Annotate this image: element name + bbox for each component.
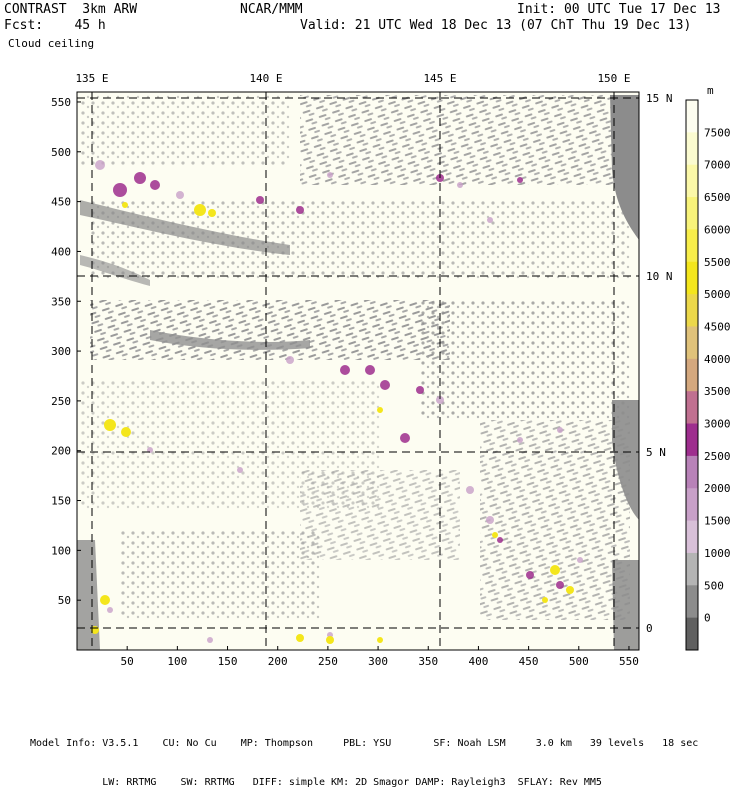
lat-label: 15 N <box>646 92 673 105</box>
x-tick-label: 400 <box>468 655 488 668</box>
x-tick-label: 250 <box>318 655 338 668</box>
colorbar-swatch <box>686 261 698 295</box>
colorbar-label: 1000 <box>704 547 731 560</box>
colorbar-swatch <box>686 294 698 327</box>
lat-label: 10 N <box>646 270 673 283</box>
colorbar-label: 4500 <box>704 320 731 333</box>
colorbar-label: 3000 <box>704 418 731 431</box>
colorbar-swatches <box>685 99 699 651</box>
model-info: Model Info: V3.5.1 CU: No Cu MP: Thompso… <box>30 711 698 802</box>
y-tick-label: 200 <box>51 445 71 458</box>
y-tick-label: 250 <box>51 395 71 408</box>
lat-label: 5 N <box>646 446 666 459</box>
x-tick-label: 150 <box>218 655 238 668</box>
colorbar-label: 6000 <box>704 223 731 236</box>
lat-lon-grid <box>77 92 639 650</box>
valid-time: Valid: 21 UTC Wed 18 Dec 13 (07 ChT Thu … <box>300 18 692 33</box>
colorbar-swatch <box>686 520 698 554</box>
x-tick-label: 300 <box>368 655 388 668</box>
y-tick-label: 300 <box>51 345 71 358</box>
colorbar-label: 1500 <box>704 515 731 528</box>
x-tick-label: 450 <box>519 655 539 668</box>
x-tick-label: 100 <box>167 655 187 668</box>
field-name: Cloud ceiling <box>8 37 95 50</box>
colorbar-label: 5500 <box>704 256 731 269</box>
colorbar-unit: m <box>707 84 714 97</box>
plot-frame <box>76 91 640 651</box>
colorbar-label: 7500 <box>704 126 731 139</box>
colorbar-frame <box>685 99 699 651</box>
colorbar-swatch <box>686 229 698 263</box>
colorbar-label: 2500 <box>704 450 731 463</box>
model-info-line: Model Info: V3.5.1 CU: No Cu MP: Thompso… <box>30 738 699 749</box>
colorbar-swatch <box>686 326 698 360</box>
x-axis: 50 100 150 200 250 300 350 400 450 500 5… <box>121 646 639 668</box>
colorbar-swatch <box>686 455 698 489</box>
colorbar-swatch <box>686 423 698 457</box>
lon-label: 150 E <box>597 72 630 85</box>
x-tick-label: 50 <box>121 655 134 668</box>
y-tick-label: 450 <box>51 196 71 209</box>
y-tick-label: 350 <box>51 295 71 308</box>
colorbar-swatch <box>686 552 698 586</box>
cloud-ceiling-map: 50 100 150 200 250 300 350 400 450 500 5… <box>51 72 731 668</box>
colorbar-swatch <box>686 488 698 522</box>
colorbar-swatch <box>686 358 698 392</box>
y-tick-label: 100 <box>51 544 71 557</box>
init-time: Init: 00 UTC Tue 17 Dec 13 <box>517 2 721 17</box>
y-tick-label: 550 <box>51 96 71 109</box>
colorbar-swatch <box>686 164 698 198</box>
colorbar-labels: 7500 7000 6500 6000 5500 5000 4500 4000 … <box>704 126 731 624</box>
cloud-field <box>77 95 639 650</box>
colorbar-swatch <box>686 197 698 230</box>
colorbar-swatch <box>686 391 698 425</box>
colorbar-label: 0 <box>704 612 711 625</box>
lon-label: 145 E <box>423 72 456 85</box>
lon-label: 140 E <box>249 72 282 85</box>
y-axis: 550 500 450 400 350 300 250 200 150 100 … <box>51 96 81 607</box>
colorbar-label: 4000 <box>704 353 731 366</box>
colorbar-swatch <box>686 100 698 133</box>
y-tick-label: 150 <box>51 495 71 508</box>
colorbar-label: 2000 <box>704 482 731 495</box>
colorbar-label: 5000 <box>704 288 731 301</box>
center-name: NCAR/MMM <box>240 2 303 17</box>
x-tick-label: 200 <box>268 655 288 668</box>
colorbar-swatch <box>686 617 698 651</box>
x-tick-label: 550 <box>619 655 639 668</box>
x-tick-label: 500 <box>569 655 589 668</box>
colorbar-label: 3500 <box>704 385 731 398</box>
colorbar-swatch <box>686 585 698 619</box>
colorbar-label: 6500 <box>704 191 731 204</box>
colorbar-swatch <box>686 132 698 166</box>
lon-label: 135 E <box>75 72 108 85</box>
x-tick-label: 350 <box>418 655 438 668</box>
latitude-labels: 15 N 10 N 5 N 0 <box>646 92 673 635</box>
model-info-line: LW: RRTMG SW: RRTMG DIFF: simple KM: 2D … <box>30 777 602 788</box>
colorbar: m 7500 7000 6500 6000 5500 5000 4500 400… <box>685 84 731 651</box>
colorbar-label: 7000 <box>704 159 731 172</box>
lat-label: 0 <box>646 622 653 635</box>
y-tick-label: 500 <box>51 146 71 159</box>
forecast-hour: Fcst: 45 h <box>4 18 106 33</box>
y-tick-label: 50 <box>58 594 71 607</box>
product-title: CONTRAST 3km ARW <box>4 2 138 17</box>
colorbar-label: 500 <box>704 579 724 592</box>
longitude-labels: 135 E 140 E 145 E 150 E <box>75 72 630 85</box>
y-tick-label: 400 <box>51 245 71 258</box>
